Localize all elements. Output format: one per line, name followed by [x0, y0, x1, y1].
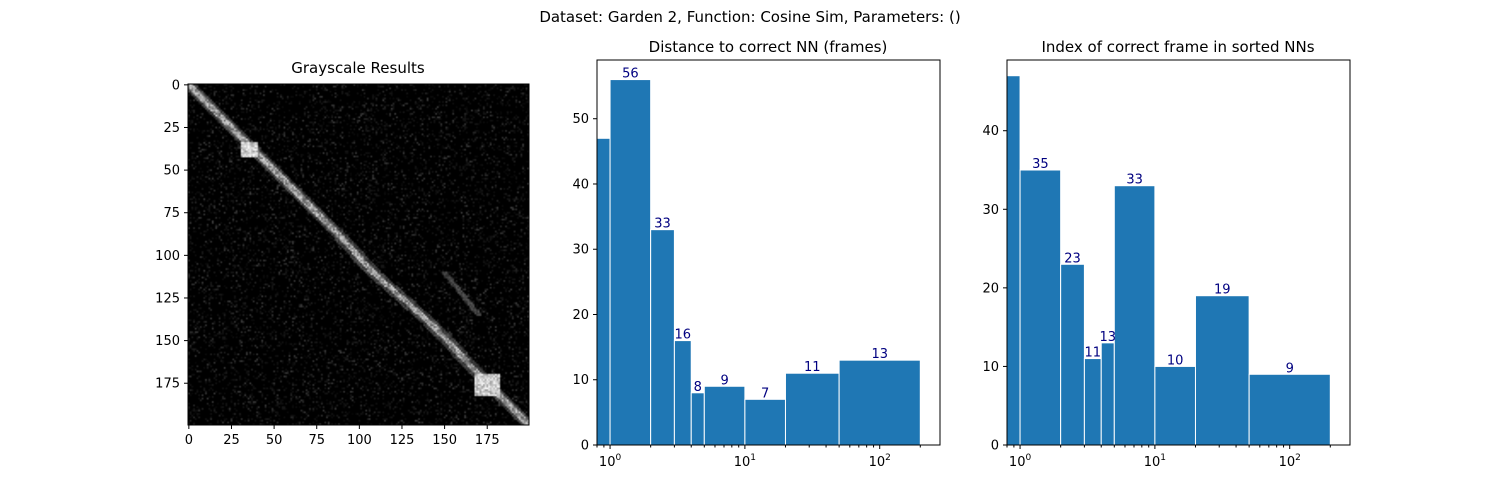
histogram-bar: [1083, 358, 1102, 445]
distance-histogram-panel: Distance to correct NN (frames) 56 33 16 8 9…: [572, 38, 941, 470]
bar-value-label: 7: [761, 386, 769, 401]
heatmap-xtick-label: 100: [347, 433, 372, 448]
histogram-bar: [703, 385, 746, 445]
histogram-bar: [838, 359, 921, 445]
ytick-label: 40: [572, 177, 589, 192]
bar-value-label: 19: [1214, 283, 1231, 298]
xtick-label: 102: [869, 453, 891, 470]
heatmap-ytick-label: 125: [155, 291, 180, 306]
xtick-label: 101: [734, 453, 756, 470]
histogram-bar: [744, 398, 786, 445]
xtick-label: 100: [1009, 453, 1032, 470]
bar-value-label: 33: [1126, 173, 1143, 188]
heatmap-panel: Grayscale Results 0 25 50 75 100 125 150 175 0 25…: [155, 59, 530, 448]
xtick-label: 102: [1279, 453, 1301, 470]
index-histogram-panel: Index of correct frame in sorted NNs 35 2…: [982, 38, 1351, 470]
bar-value-label: 33: [654, 217, 671, 232]
heatmap-ytick-label: 150: [155, 334, 180, 349]
histogram-bar: [1194, 295, 1250, 445]
histogram-bar: [609, 79, 652, 445]
histogram-bar: [650, 229, 675, 445]
histogram-bar: [784, 372, 840, 445]
heatmap-xtick-label: 75: [308, 433, 325, 448]
heatmap-xtick-label: 150: [432, 433, 457, 448]
heatmap-ytick-label: 50: [163, 164, 180, 179]
ytick-label: 30: [572, 243, 589, 258]
hist-index-title: Index of correct frame in sorted NNs: [1041, 38, 1314, 56]
heatmap-xtick-label: 125: [390, 433, 415, 448]
histogram-bar: [1100, 342, 1115, 445]
bar-value-label: 13: [871, 347, 888, 362]
heatmap-ytick-label: 175: [155, 377, 180, 392]
heatmap-ytick-label: 100: [155, 249, 180, 264]
ytick-label: 10: [572, 373, 589, 388]
heatmap-ytick-label: 0: [172, 78, 180, 93]
heatmap-title: Grayscale Results: [291, 59, 425, 77]
bar-value-label: 9: [720, 373, 728, 388]
histogram-bar: [1248, 373, 1331, 445]
heatmap-ytick-label: 75: [163, 206, 180, 221]
histogram-bar: [673, 340, 692, 445]
bar-value-label: 16: [675, 328, 692, 343]
ytick-label: 30: [982, 203, 999, 218]
ytick-label: 50: [572, 112, 589, 127]
bar-value-label: 56: [622, 67, 639, 82]
bar-value-label: 11: [804, 360, 821, 375]
bar-value-label: 8: [694, 380, 702, 395]
bars-group: [1007, 75, 1331, 445]
heatmap-xtick-label: 25: [223, 433, 240, 448]
heatmap-frame: [187, 83, 530, 426]
ytick-label: 20: [982, 281, 999, 296]
axes-frame: [1006, 59, 1351, 446]
xtick-label: 100: [599, 453, 622, 470]
bars-group: [597, 79, 921, 445]
histogram-bar: [1154, 365, 1196, 445]
bar-value-label: 35: [1032, 157, 1049, 172]
heatmap-ytick-label: 25: [163, 121, 180, 136]
histogram-bar: [1019, 169, 1062, 445]
ytick-label: 40: [982, 124, 999, 139]
bar-value-label: 23: [1064, 251, 1081, 266]
axes-frame: [596, 59, 941, 446]
figure-suptitle: Dataset: Garden 2, Function: Cosine Sim,…: [539, 8, 960, 26]
heatmap-xtick-label: 175: [475, 433, 500, 448]
ytick-label: 0: [991, 439, 999, 454]
heatmap-xtick-label: 50: [266, 433, 283, 448]
xtick-label: 101: [1144, 453, 1166, 470]
ytick-label: 0: [581, 439, 589, 454]
heatmap-image: [188, 84, 529, 425]
ytick-label: 20: [572, 308, 589, 323]
bar-value-label: 13: [1099, 330, 1116, 345]
bar-value-label: 9: [1286, 361, 1294, 376]
hist-distance-title: Distance to correct NN (frames): [649, 38, 888, 56]
histogram-bar: [1113, 185, 1156, 445]
heatmap-xtick-label: 0: [185, 433, 193, 448]
bar-value-label: 11: [1085, 346, 1102, 361]
ytick-label: 10: [982, 360, 999, 375]
histogram-bar: [1060, 263, 1085, 445]
histogram-bar: [690, 392, 705, 445]
bar-value-label: 10: [1167, 353, 1184, 368]
